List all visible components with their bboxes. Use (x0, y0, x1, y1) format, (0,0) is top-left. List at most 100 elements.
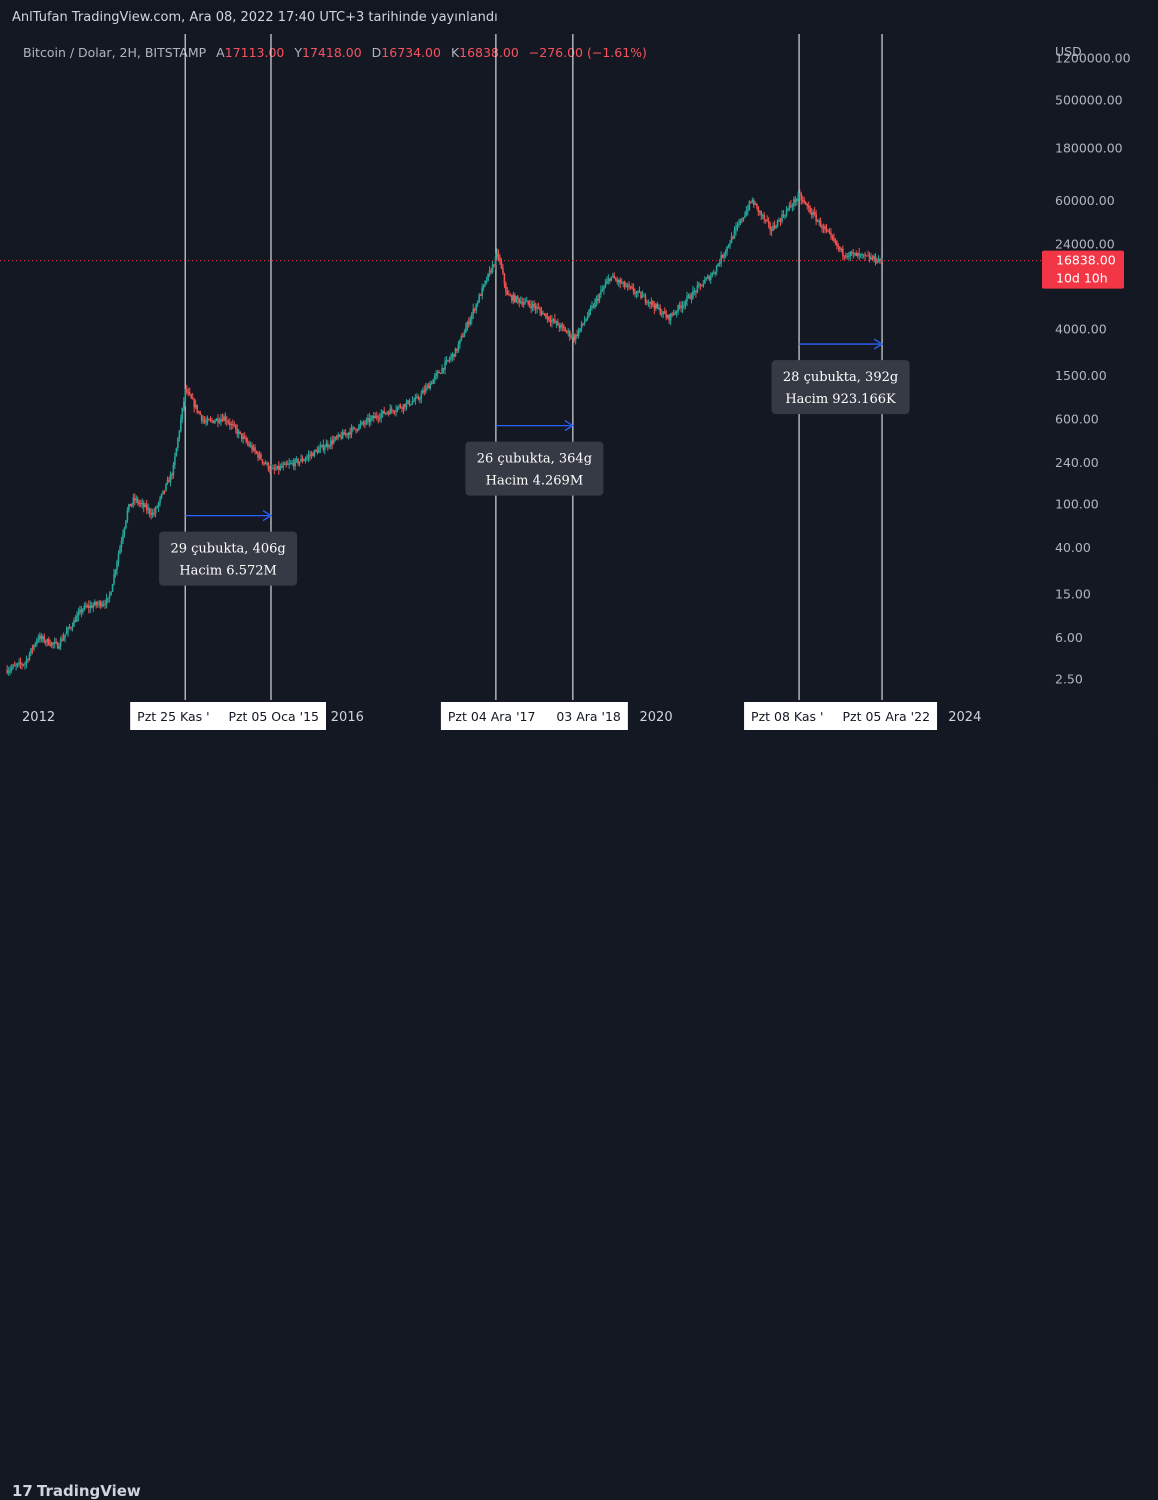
candle-body (873, 256, 875, 260)
candle-body (220, 418, 222, 422)
tradingview-logo[interactable]: 17 TradingView (12, 1482, 141, 1500)
candle (687, 293, 690, 299)
candle-body (754, 203, 757, 205)
candle (25, 655, 28, 669)
candle (530, 300, 532, 314)
candle (579, 328, 581, 333)
candle-body (374, 415, 377, 419)
candle (628, 281, 630, 290)
candle (542, 310, 544, 315)
candle (128, 503, 130, 513)
candle (98, 599, 101, 608)
candle-body (324, 447, 326, 450)
candle (573, 333, 575, 343)
candle-body (82, 609, 84, 613)
candle (840, 247, 843, 253)
candle (221, 413, 224, 423)
candle (430, 380, 433, 385)
candle-body (86, 605, 89, 607)
candle-body (776, 220, 779, 228)
candle (401, 406, 403, 413)
candle (291, 459, 293, 466)
candle (138, 499, 141, 508)
candle (551, 314, 553, 328)
candle (197, 410, 200, 414)
y-tick-label: 1500.00 (1055, 368, 1107, 383)
candle-body (641, 295, 644, 298)
candle-body (701, 284, 703, 287)
candle (134, 493, 136, 506)
candle (150, 508, 152, 520)
candle-body (646, 301, 648, 303)
candle-body (545, 313, 547, 319)
candle (537, 302, 540, 310)
candle (159, 495, 161, 507)
brand-name: TradingView (36, 1482, 141, 1500)
candle-body (229, 422, 231, 426)
candle-body (178, 431, 181, 439)
candle (396, 406, 399, 413)
candle-body (217, 418, 219, 423)
candle (335, 434, 338, 441)
candle (341, 429, 344, 440)
candle (255, 450, 258, 455)
candle-body (751, 200, 754, 203)
candle-body (272, 468, 274, 470)
candle (114, 568, 117, 578)
candle-body (387, 412, 390, 415)
candle-body (318, 448, 320, 453)
candle (368, 412, 371, 428)
candle-body (601, 289, 604, 291)
candle-body (842, 248, 844, 256)
candle-body (165, 483, 167, 491)
candle-body (270, 468, 273, 471)
candle (43, 633, 46, 644)
candle (254, 444, 256, 455)
symbol-legend[interactable]: Bitcoin / Dolar, 2H, BITSTAMP A17113.00 … (23, 45, 647, 60)
candle-body (723, 254, 725, 258)
candle-body (70, 627, 72, 629)
candle (435, 369, 437, 381)
price-chart[interactable]: 29 çubukta, 406g Hacim 6.572M 26 çubukta, … (0, 0, 1158, 736)
candle-body (98, 601, 101, 604)
candle (833, 233, 835, 243)
candle-body (168, 480, 170, 483)
candle (879, 258, 881, 265)
candle (353, 427, 356, 430)
candle-body (475, 303, 478, 311)
candle-body (264, 462, 267, 465)
symbol-name[interactable]: Bitcoin / Dolar, 2H, BITSTAMP (23, 45, 207, 60)
candle (273, 464, 276, 475)
candle-body (609, 278, 611, 281)
candle (754, 201, 757, 206)
candle-body (359, 423, 362, 426)
candle (203, 416, 206, 425)
y-tick-label: 40.00 (1055, 540, 1091, 555)
candle (183, 397, 185, 412)
candle-body (481, 287, 483, 296)
candle-body (361, 422, 363, 424)
candle (427, 382, 430, 389)
candle-body (401, 407, 403, 409)
candle-body (131, 503, 133, 507)
candle (332, 435, 335, 445)
candle (105, 593, 108, 609)
candle-body (747, 209, 749, 211)
candle-body (546, 316, 549, 319)
candle-body (80, 609, 83, 613)
candle (322, 439, 325, 453)
candle-body (41, 636, 44, 639)
candle-body (36, 640, 38, 644)
candle-body (136, 498, 139, 504)
candle (364, 420, 366, 429)
candle (488, 266, 491, 277)
candle (738, 219, 740, 228)
candle (313, 449, 316, 458)
candle-body (188, 392, 191, 395)
candle (607, 274, 610, 285)
candle (49, 639, 52, 647)
candle-body (558, 325, 561, 328)
candle-body (843, 255, 846, 257)
candle-body (748, 201, 751, 210)
candle (340, 431, 342, 441)
